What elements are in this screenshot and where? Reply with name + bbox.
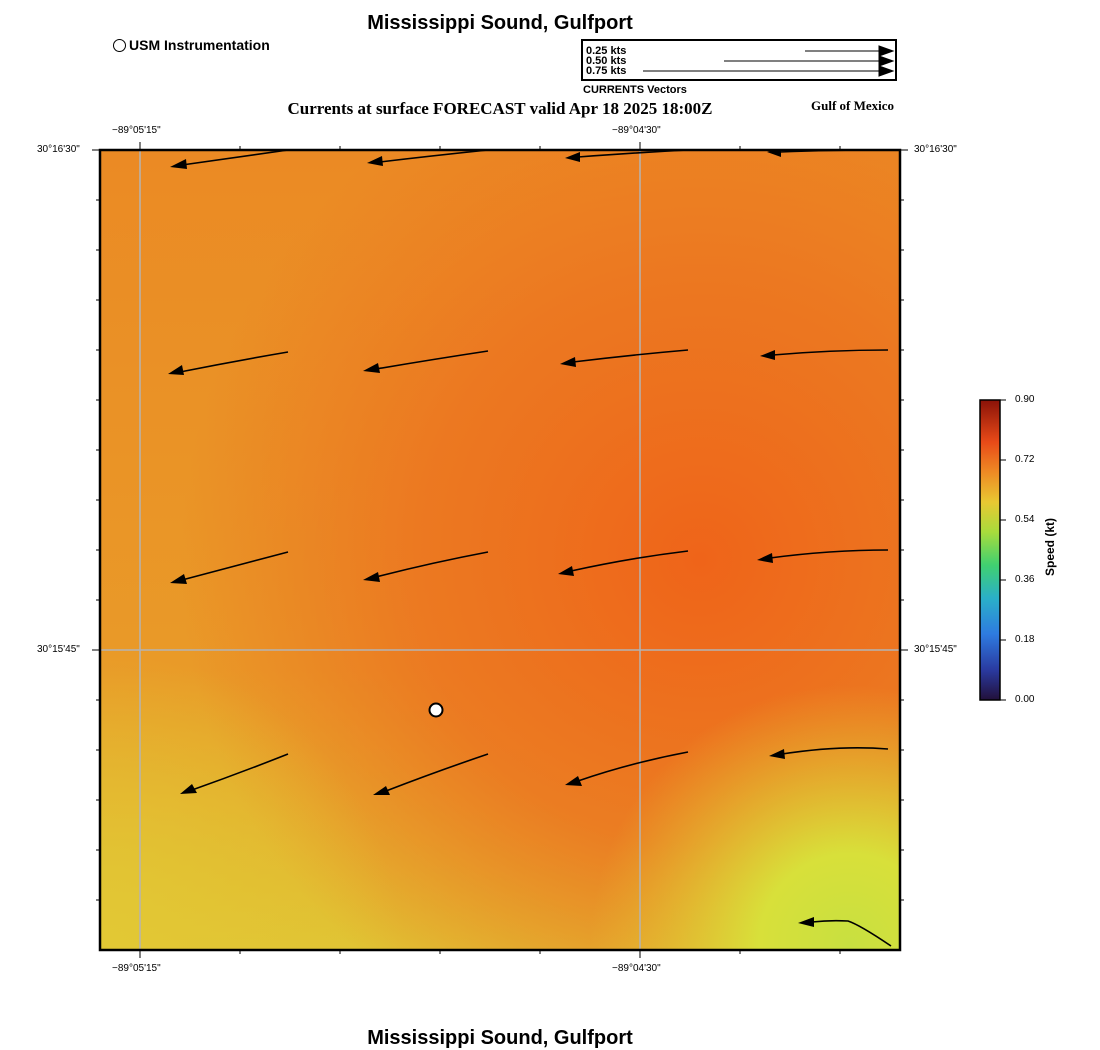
right-lat-label-2: 30°15'45" [914, 644, 957, 655]
colorbar-tick-000: 0.00 [1015, 694, 1035, 705]
vector-legend: 0.25 kts 0.50 kts 0.75 kts [581, 39, 897, 81]
current-vector-head [558, 566, 574, 576]
vector-legend-arrowhead-1 [878, 45, 895, 57]
region-label: Gulf of Mexico [811, 98, 895, 113]
vector-legend-label-1: 0.25 kts [586, 45, 627, 57]
colorbar-ramp [979, 399, 1001, 701]
current-vector [375, 551, 489, 578]
current-vector-head [560, 357, 576, 367]
current-vector [570, 550, 689, 572]
current-vector-head [769, 749, 785, 759]
colorbar-tick-036: 0.36 [1015, 574, 1035, 585]
graticule [100, 150, 900, 950]
bottom-lon-label-2: −89°04'30" [612, 963, 661, 974]
vector-legend-label-3: 0.75 kts [586, 65, 627, 77]
vector-legend-caption: CURRENTS Vectors [583, 84, 687, 96]
colorbar-title: Speed (kt) [1043, 518, 1057, 577]
current-vector-head [168, 365, 184, 375]
top-lon-label-2: −89°04'30" [612, 125, 661, 136]
current-vector-head [170, 574, 187, 584]
current-vector [375, 350, 489, 370]
footer-title: Mississippi Sound, Gulfport [367, 1027, 633, 1049]
current-vector [577, 751, 689, 782]
colorbar [979, 399, 1006, 701]
current-vector-heads [168, 150, 814, 927]
current-vector [769, 549, 889, 559]
current-vector-head [757, 553, 773, 563]
current-vector [779, 150, 889, 153]
vector-legend-label-2: 0.50 kts [586, 55, 627, 67]
bottom-lon-label-1: −89°05'15" [112, 963, 161, 974]
colorbar-tick-018: 0.18 [1015, 634, 1035, 645]
vector-legend-arrowhead-3 [878, 65, 895, 77]
frame-ticks [92, 142, 908, 958]
vector-legend-arrowhead-2 [878, 55, 895, 67]
current-vector-head [180, 784, 197, 794]
current-vector-head [798, 917, 814, 927]
current-vector [772, 349, 889, 356]
current-vectors [179, 150, 892, 947]
current-vector [385, 753, 489, 792]
map-title: Mississippi Sound, Gulfport [367, 12, 633, 34]
current-vector-head [363, 363, 380, 373]
forecast-subtitle: Currents at surface FORECAST valid Apr 1… [287, 99, 713, 118]
current-vector [181, 150, 289, 166]
colorbar-tick-090: 0.90 [1015, 394, 1035, 405]
current-vector-head [760, 350, 775, 360]
speed-field [100, 150, 900, 950]
current-vector-head [565, 776, 582, 786]
right-lat-label-1: 30°16'30" [914, 144, 957, 155]
station-legend-label: USM Instrumentation [129, 37, 270, 53]
current-vector [577, 150, 689, 158]
current-vector [572, 349, 689, 363]
current-vector [191, 753, 289, 791]
current-vector-head [363, 572, 380, 582]
colorbar-tick-072: 0.72 [1015, 454, 1035, 465]
current-vector [781, 746, 889, 755]
station-legend: USM Instrumentation [113, 37, 270, 53]
current-vector-head [367, 156, 383, 166]
station-marker-icon [113, 38, 126, 52]
current-vector-head [565, 152, 580, 162]
top-lon-label-1: −89°05'15" [112, 125, 161, 136]
current-vector-head [170, 159, 187, 169]
left-lat-label-1: 30°16'30" [37, 144, 80, 155]
left-lat-label-2: 30°15'45" [37, 644, 80, 655]
current-vector [811, 919, 892, 947]
current-vector [379, 150, 489, 163]
current-vector [179, 351, 289, 373]
current-vector-head [373, 786, 390, 795]
vector-legend-arrows [643, 45, 895, 77]
current-vector [181, 551, 289, 581]
current-vector-head [767, 150, 781, 157]
station-marker[interactable] [428, 702, 444, 718]
colorbar-tick-054: 0.54 [1015, 514, 1035, 525]
